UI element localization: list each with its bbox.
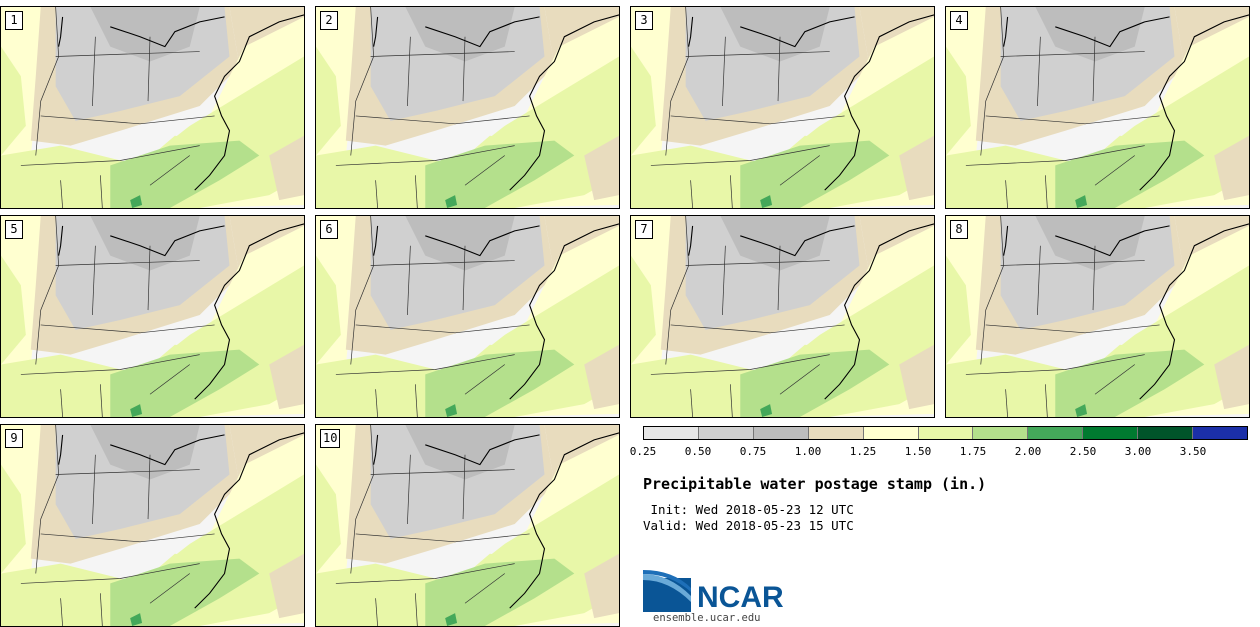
member-map [316, 216, 619, 417]
member-label: 8 [950, 220, 968, 239]
colorbar-swatch [1138, 427, 1194, 439]
colorbar-swatch [918, 427, 974, 439]
member-label: 2 [320, 11, 338, 30]
page-title: Precipitable water postage stamp (in.) [643, 475, 987, 493]
member-map [316, 7, 619, 208]
logo-url: ensemble.ucar.edu [653, 612, 761, 624]
colorbar-swatch [863, 427, 919, 439]
colorbar-tick-label: 0.75 [739, 445, 767, 458]
colorbar-swatch [698, 427, 754, 439]
colorbar-ticks: 0.25 0.50 0.75 1.00 1.25 1.50 1.75 2.00 2.50 3.00… [630, 445, 1248, 459]
member-stamp: 7 [630, 215, 935, 418]
colorbar-swatch [808, 427, 864, 439]
member-map [1, 425, 304, 626]
colorbar-swatch [973, 427, 1029, 439]
valid-time: Valid: Wed 2018-05-23 15 UTC [643, 518, 854, 533]
member-stamp: 3 [630, 6, 935, 209]
member-map [1, 7, 304, 208]
colorbar-tick-label: 1.50 [904, 445, 932, 458]
member-stamp: 9 [0, 424, 305, 627]
member-label: 7 [635, 220, 653, 239]
colorbar-swatch [1028, 427, 1084, 439]
colorbar-tick-label: 2.00 [1014, 445, 1042, 458]
member-stamp: 6 [315, 215, 620, 418]
member-stamp: 1 [0, 6, 305, 209]
colorbar-tick-label: 2.50 [1069, 445, 1097, 458]
member-label: 10 [320, 429, 341, 448]
member-stamp: 4 [945, 6, 1250, 209]
member-stamp: 10 [315, 424, 620, 627]
member-label: 5 [5, 220, 23, 239]
member-label: 3 [635, 11, 653, 30]
member-map [1, 216, 304, 417]
ncar-logo-icon [643, 570, 691, 612]
member-label: 9 [5, 429, 23, 448]
member-map [631, 7, 934, 208]
colorbar-tick-label: 1.00 [794, 445, 822, 458]
member-map [631, 216, 934, 417]
colorbar-tick-label: 3.50 [1179, 445, 1207, 458]
member-stamp: 8 [945, 215, 1250, 418]
member-label: 1 [5, 11, 23, 30]
colorbar-tick-label: 0.50 [684, 445, 712, 458]
logo-text: NCAR [697, 581, 784, 614]
member-stamp: 5 [0, 215, 305, 418]
colorbar-tick-label: 3.00 [1124, 445, 1152, 458]
colorbar-swatch [644, 427, 699, 439]
colorbar-swatch [1083, 427, 1139, 439]
colorbar-tick-label: 0.25 [629, 445, 657, 458]
member-label: 4 [950, 11, 968, 30]
member-map [946, 7, 1249, 208]
member-stamp: 2 [315, 6, 620, 209]
member-map [946, 216, 1249, 417]
colorbar-swatch [753, 427, 809, 439]
member-map [316, 425, 619, 626]
colorbar [643, 426, 1248, 440]
colorbar-tick-label: 1.75 [959, 445, 987, 458]
member-label: 6 [320, 220, 338, 239]
colorbar-tick-label: 1.25 [849, 445, 877, 458]
colorbar-swatch [1193, 427, 1247, 439]
init-time: Init: Wed 2018-05-23 12 UTC [643, 502, 854, 517]
